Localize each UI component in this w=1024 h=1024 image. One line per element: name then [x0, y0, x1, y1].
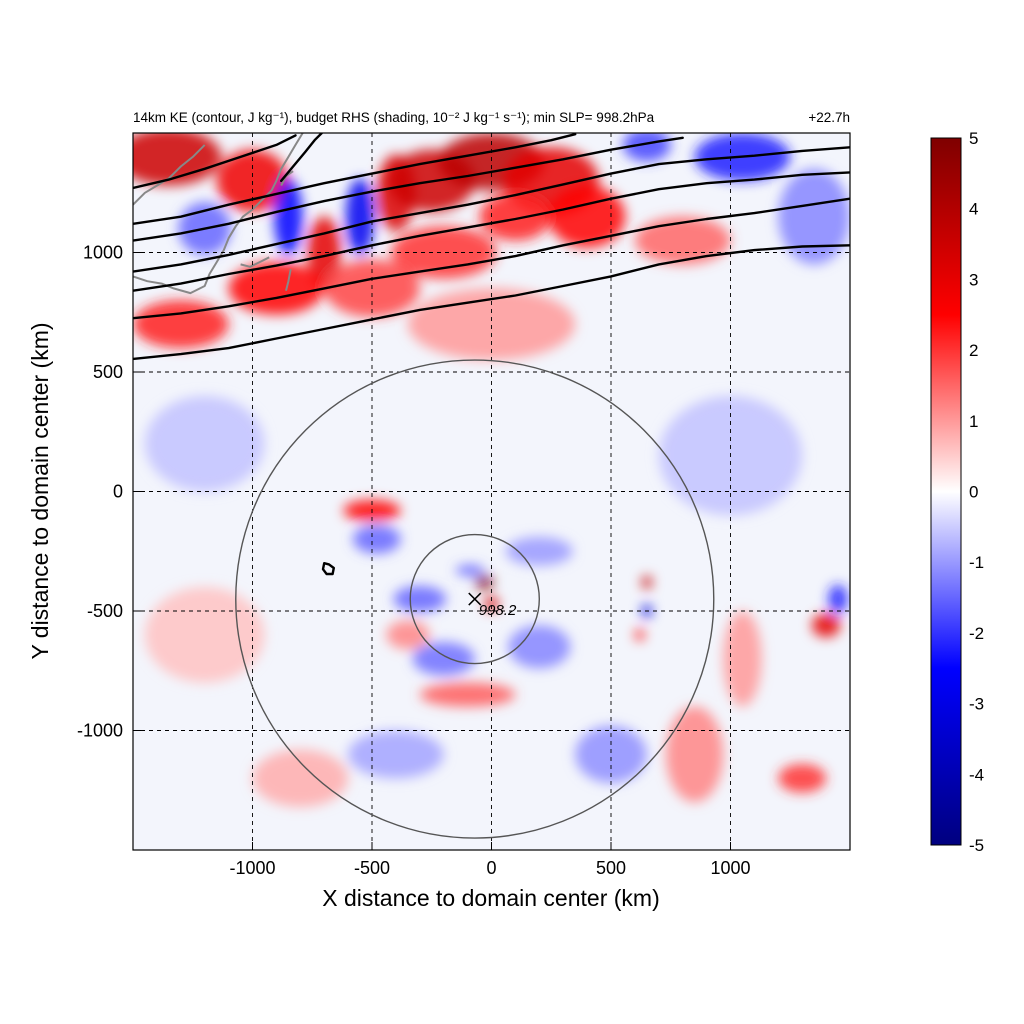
rhs-feature [228, 262, 325, 315]
rhs-feature [641, 575, 653, 590]
colorbar-tick-label: 5 [969, 129, 978, 148]
rhs-feature [345, 178, 375, 255]
range-rings [235, 359, 715, 839]
colorbar-ticks: 5 4 3 2 1 0 -1 -2 -3 -4 -5 [969, 129, 984, 855]
rhs-feature [479, 192, 552, 241]
colorbar-tick-label: 3 [969, 270, 978, 289]
y-tick-label: 500 [93, 362, 123, 382]
ke-contour-line [133, 197, 850, 320]
rhs-feature [412, 642, 475, 676]
rhs-feature [484, 596, 499, 612]
x-axis-title: X distance to domain center (km) [322, 885, 659, 911]
colorbar-tick-label: -4 [969, 765, 984, 784]
ke-contour-line [133, 244, 850, 361]
ke-contours [133, 133, 850, 576]
rhs-feature [386, 620, 430, 650]
coastline [251, 133, 304, 211]
colorbar [930, 137, 962, 846]
y-tick-label: -500 [87, 601, 123, 621]
coastline [240, 256, 270, 268]
rhs-feature [133, 300, 229, 349]
range-ring [409, 533, 540, 665]
coastlines [133, 133, 304, 295]
rhs-feature [828, 584, 848, 614]
rhs-feature [575, 725, 647, 784]
coastline [133, 208, 254, 295]
rhs-shading [133, 133, 850, 807]
colorbar-tick-label: 1 [969, 412, 978, 431]
rhs-feature [634, 216, 731, 265]
storm-center-marker [468, 592, 482, 606]
colorbar-tick-label: -1 [969, 553, 984, 572]
rhs-feature [352, 524, 401, 554]
storm-center: 998.2 [468, 592, 517, 619]
x-tick-label: 0 [486, 858, 496, 878]
colorbar-tick-label: 2 [969, 341, 978, 360]
colorbar-tick-label: 4 [969, 200, 978, 219]
x-tick-label: -1000 [229, 858, 275, 878]
rhs-feature [393, 585, 447, 613]
rhs-feature [144, 395, 265, 492]
rhs-feature [133, 133, 222, 186]
ke-contour-line [133, 133, 577, 225]
rhs-feature [391, 226, 497, 279]
coastline [285, 269, 292, 291]
rhs-feature [665, 706, 724, 803]
colorbar-tick-label: -2 [969, 624, 984, 643]
y-tick-label: 1000 [83, 243, 123, 263]
ke-contour-line [280, 133, 323, 182]
colorbar-tick-label: -3 [969, 695, 984, 714]
rhs-feature [455, 565, 485, 576]
chart-time-label: +22.7h [808, 110, 850, 125]
range-ring [235, 359, 715, 839]
x-tick-label: -500 [354, 858, 390, 878]
rhs-feature [508, 625, 571, 669]
rhs-feature [419, 682, 516, 707]
ke-contour-line [133, 146, 850, 273]
rhs-feature [622, 133, 671, 162]
x-tick-label: 500 [596, 858, 626, 878]
ke-contour-line [133, 136, 684, 242]
ke-contour-line [321, 562, 335, 576]
x-tick-label: 1000 [710, 858, 750, 878]
rhs-feature [811, 613, 841, 638]
rhs-feature [778, 168, 850, 265]
chart-title: 14km KE (contour, J kg⁻¹), budget RHS (s… [133, 110, 655, 125]
rhs-feature [505, 536, 573, 566]
rhs-feature [475, 575, 494, 590]
rhs-feature [348, 730, 444, 779]
x-ticks: -1000 -500 0 500 1000 [229, 842, 751, 878]
colorbar-tick-label: -5 [969, 836, 984, 855]
rhs-feature [252, 749, 349, 807]
ke-contour-line [133, 134, 297, 190]
rhs-feature [634, 629, 645, 641]
y-axis-title: Y distance to domain center (km) [27, 322, 53, 659]
y-tick-label: 0 [113, 482, 123, 502]
y-ticks: 1000 500 0 -500 -1000 [77, 243, 141, 741]
rhs-feature [778, 763, 827, 793]
min-slp-label: 998.2 [479, 602, 517, 619]
rhs-feature [548, 185, 626, 248]
colorbar-tick-label: 0 [969, 483, 978, 502]
rhs-feature [274, 178, 303, 255]
y-tick-label: -1000 [77, 721, 123, 741]
rhs-feature [723, 611, 762, 707]
ke-contour-line [133, 171, 850, 292]
